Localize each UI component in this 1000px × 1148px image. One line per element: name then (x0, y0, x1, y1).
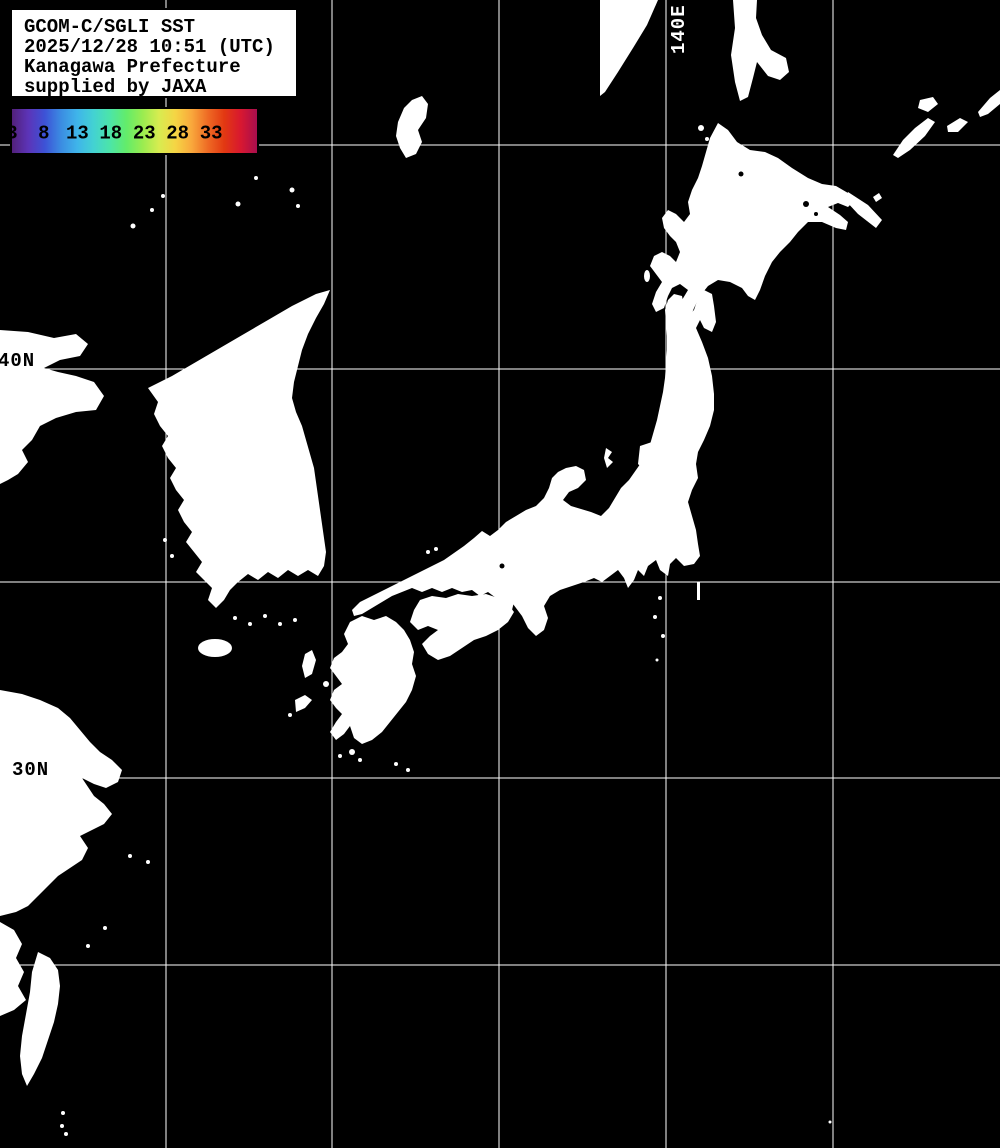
observation-datetime: 2025/12/28 10:51 (UTC) (24, 36, 275, 58)
colorbar-tick: 8 (38, 122, 50, 145)
taiwan-island (20, 952, 60, 1086)
manchuria-specks (130, 176, 300, 229)
parallel-30n-label: 30N (12, 759, 49, 781)
bohai-liaodong-coast (0, 330, 104, 484)
korea-peninsula (148, 290, 330, 608)
iki-island (323, 681, 329, 687)
colorbar-tick: 23 (132, 122, 156, 145)
colorbar-tick: 28 (166, 122, 190, 145)
honshu-island (352, 290, 716, 636)
kyushu-island (330, 616, 416, 744)
colorbar-tick: 3 (6, 122, 18, 145)
product-title: GCOM-C/SGLI SST (24, 16, 196, 38)
izu-islands (653, 582, 700, 662)
rishiri-island (698, 125, 704, 131)
batanes-islets (60, 1111, 68, 1136)
colorbar-tick: 18 (99, 122, 123, 145)
small-island-echigo (604, 448, 613, 468)
sst-colorbar: 3 8 13 18 23 28 33 (6, 107, 259, 155)
sakhalin-island (731, 0, 789, 101)
rebun-island (705, 137, 709, 141)
primorye-inland-patch (396, 96, 428, 158)
region-name: Kanagawa Prefecture (24, 56, 241, 78)
fujian-coast (0, 922, 26, 1016)
parallel-40n-label: 40N (0, 350, 35, 372)
shikoku-island (410, 594, 514, 660)
sado-island (638, 442, 668, 472)
russia-mainland-coast (600, 0, 658, 96)
okushiri-island (644, 270, 650, 282)
data-credit: supplied by JAXA (24, 76, 207, 98)
seto-inland-islands (450, 594, 482, 604)
meridian-140e-label: 140E (668, 4, 690, 54)
goto-islands (288, 695, 312, 717)
ocean-islet-speck (828, 1120, 832, 1124)
info-box: GCOM-C/SGLI SST 2025/12/28 10:51 (UTC) K… (10, 8, 298, 98)
jeju-island (198, 639, 232, 657)
china-east-coast (0, 690, 122, 916)
colorbar-gradient (12, 109, 257, 153)
oki-islands (426, 547, 438, 554)
kuril-islands (845, 90, 1000, 228)
colorbar-tick: 13 (66, 122, 89, 145)
hokkaido-island (644, 123, 855, 322)
colorbar-tick: 33 (199, 122, 223, 145)
korea-coastal-islands (163, 538, 297, 626)
china-coast-islands (86, 854, 150, 948)
lake-biwa (499, 563, 505, 569)
tsushima-island (302, 650, 316, 678)
kyushu-south-islands (338, 749, 410, 772)
